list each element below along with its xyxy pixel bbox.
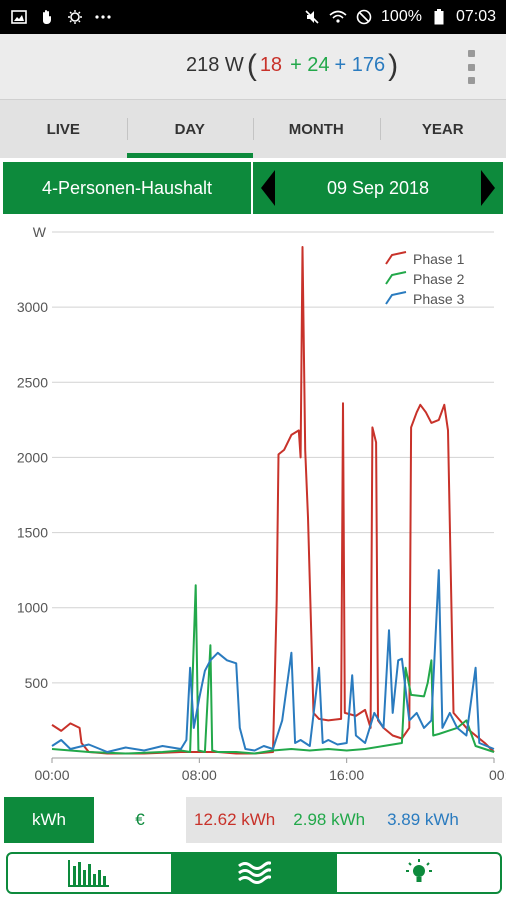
y-tick-label: 2000 [17, 449, 48, 465]
tab-day[interactable]: DAY [126, 100, 254, 158]
phase1-power: 18 [259, 54, 283, 76]
legend-swatch [385, 251, 407, 265]
overflow-menu-icon[interactable] [466, 50, 476, 84]
brightness-icon [66, 8, 84, 26]
period-tabs: LIVE DAY MONTH YEAR [0, 100, 506, 158]
tab-live[interactable]: LIVE [46, 120, 80, 138]
nav-live-curve-button[interactable] [170, 854, 336, 892]
legend-label: Phase 3 [413, 291, 465, 307]
y-tick-label: 1000 [17, 600, 48, 616]
x-tick-label: 00:00 [34, 767, 69, 783]
legend-label: Phase 2 [413, 271, 465, 287]
legend-swatch [385, 291, 407, 305]
paren-open: ( [246, 48, 257, 82]
x-tick-label: 00:00 [489, 767, 506, 783]
arrow-left-icon [261, 170, 275, 206]
household-profile-button[interactable]: 4-Personen-Haushalt [3, 162, 253, 214]
y-tick-label: 3000 [17, 299, 48, 315]
legend-swatch [385, 271, 407, 285]
lightbulb-icon [405, 859, 432, 882]
mute-icon [303, 8, 321, 26]
do-not-disturb-icon [355, 8, 373, 26]
battery-percent: 100% [381, 8, 422, 25]
tab-year[interactable]: YEAR [379, 100, 506, 158]
wifi-icon [329, 8, 347, 26]
nav-tips-button[interactable] [335, 854, 500, 892]
waves-icon [238, 861, 271, 884]
y-axis-unit: W [33, 224, 47, 240]
unit-euro-button[interactable]: € [94, 797, 186, 843]
date-navigator: 09 Sep 2018 [253, 162, 503, 214]
previous-day-button[interactable] [253, 162, 283, 214]
phase2-power: + 24 [290, 54, 330, 76]
legend-label: Phase 1 [413, 251, 465, 267]
next-day-button[interactable] [473, 162, 503, 214]
more-notifications-icon [94, 8, 112, 26]
x-tick-label: 08:00 [182, 767, 217, 783]
consumption-summary: kWh € 12.62 kWh 2.98 kWh 3.89 kWh [4, 797, 502, 843]
series-line-phase-1 [51, 246, 495, 755]
clock: 07:03 [455, 8, 496, 25]
phase3-energy: 3.89 kWh [387, 810, 459, 829]
current-power: 218 W ( 18 + 24 + 176 ) [186, 48, 401, 82]
y-tick-label: 1500 [17, 525, 48, 541]
hand-icon [38, 8, 56, 26]
phase1-energy: 12.62 kWh [194, 810, 276, 829]
app-header: 218 W ( 18 + 24 + 176 ) [0, 34, 506, 100]
phase2-energy: 2.98 kWh [293, 810, 366, 829]
arrow-right-icon [481, 170, 495, 206]
nav-statistics-button[interactable] [8, 854, 171, 892]
status-bar: 100% 07:03 [0, 0, 506, 34]
power-chart[interactable]: 500 1000 1500 2000 2500 3000 W 00:00 08:00 16:00 0… [0, 218, 506, 790]
selected-date[interactable]: 09 Sep 2018 [326, 177, 430, 198]
selector-bar: 4-Personen-Haushalt 09 Sep 2018 [3, 162, 503, 214]
image-icon [10, 8, 28, 26]
unit-kwh-button[interactable]: kWh [4, 797, 94, 843]
bar-chart-icon [68, 860, 110, 887]
y-tick-label: 500 [25, 675, 49, 691]
x-tick-label: 16:00 [329, 767, 364, 783]
bottom-navigation [6, 852, 502, 894]
y-tick-label: 2500 [17, 374, 48, 390]
total-power: 218 W [186, 54, 244, 76]
series-line-phase-3 [51, 569, 495, 753]
battery-icon [430, 8, 448, 26]
paren-close: ) [388, 48, 399, 82]
phase3-power: + 176 [334, 54, 386, 76]
series-line-phase-2 [51, 584, 495, 755]
tab-month[interactable]: MONTH [253, 100, 380, 158]
